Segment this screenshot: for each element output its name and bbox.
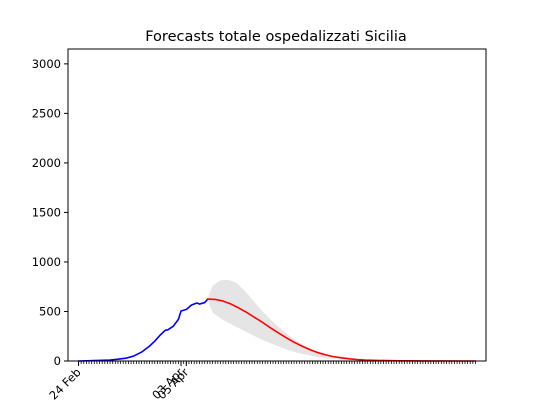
chart-title: Forecasts totale ospedalizzati Sicilia: [145, 29, 407, 45]
y-tick-label: 1500: [32, 205, 61, 219]
y-tick-label: 500: [39, 304, 61, 318]
y-tick-label: 0: [54, 354, 61, 368]
observed-series-line: [77, 298, 209, 362]
plot-area-frame: [67, 48, 487, 362]
y-tick-label: 3000: [32, 57, 61, 71]
x-tick-label: 24 Feb: [46, 365, 83, 402]
y-tick-label: 1000: [32, 255, 61, 269]
y-tick-label: 2500: [32, 106, 61, 120]
forecast-series-line: [206, 298, 477, 362]
y-tick-label: 2000: [32, 156, 61, 170]
series-layer: [77, 298, 477, 362]
confidence-band-layer: [207, 279, 476, 361]
confidence-band: [207, 279, 476, 361]
